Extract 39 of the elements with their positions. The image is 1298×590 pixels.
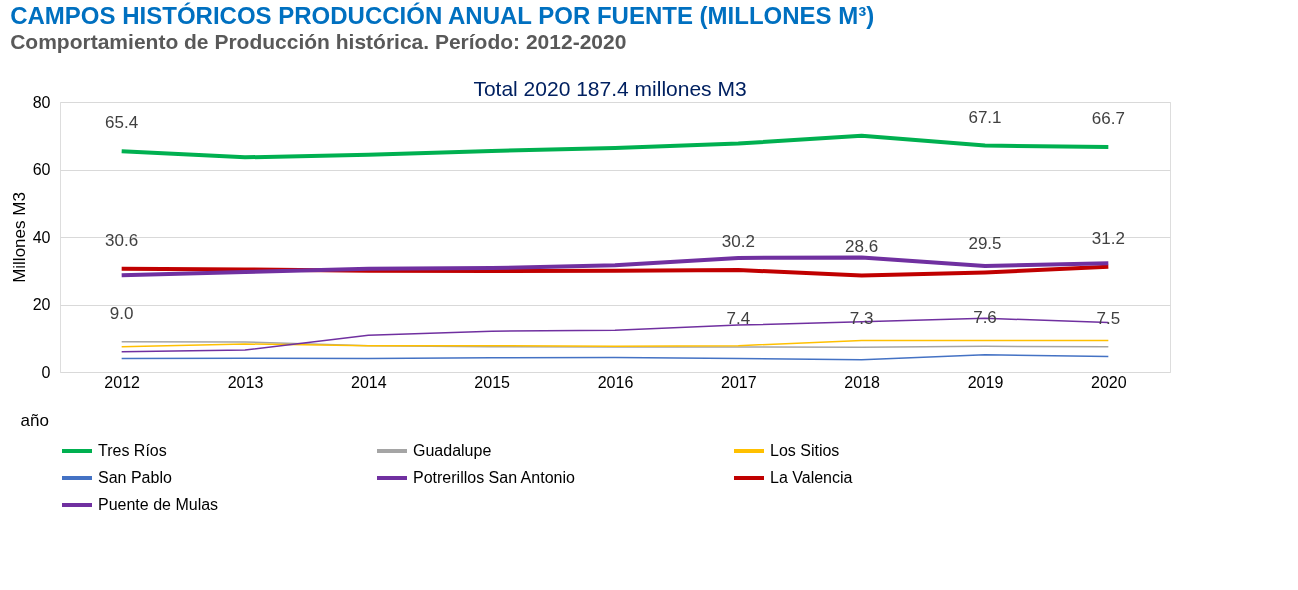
data-label: 28.6 — [845, 237, 879, 257]
x-tick-label: 2013 — [227, 373, 264, 391]
y-tick-label: 40 — [32, 228, 51, 246]
data-label: 9.0 — [109, 303, 134, 323]
data-label: 30.6 — [105, 230, 139, 250]
x-axis-title: año — [20, 410, 49, 430]
x-tick-label: 2017 — [721, 373, 757, 391]
x-tick-label: 2016 — [597, 373, 634, 391]
legend-label: Puente de Mulas — [98, 496, 219, 513]
data-label: 7.5 — [1096, 308, 1121, 328]
legend-label: Los Sitios — [770, 442, 840, 459]
legend-label: Tres Ríos — [98, 442, 167, 459]
data-label: 65.4 — [105, 113, 139, 133]
legend-label: Guadalupe — [413, 442, 492, 459]
y-tick-label: 20 — [32, 296, 51, 313]
chart-title: CAMPOS HISTÓRICOS PRODUCCIÓN ANUAL POR FUENTE (MILLONES M³) — [10, 2, 875, 29]
line-series — [119, 255, 1111, 278]
legend-label: La Valencia — [770, 469, 853, 486]
legend-label: San Pablo — [98, 469, 172, 486]
x-tick-label: 2020 — [1091, 373, 1127, 391]
data-label: 30.2 — [721, 232, 755, 252]
y-tick-label: 0 — [41, 363, 51, 381]
data-label: 67.1 — [968, 107, 1002, 127]
y-tick-label: 60 — [32, 161, 51, 178]
data-label: 29.5 — [968, 234, 1002, 254]
data-label: 66.7 — [1091, 108, 1125, 128]
x-tick-label: 2014 — [351, 373, 387, 391]
x-tick-label: 2018 — [844, 373, 881, 391]
y-axis-title: Millones M3 — [9, 192, 29, 283]
legend-label: Potrerillos San Antonio — [413, 469, 575, 486]
text: Total 2020 187.4 millones M3 — [473, 77, 747, 100]
chart-subtitle: Comportamiento de Producción histórica. Período: 2012-2020 — [10, 30, 627, 53]
data-label: 7.4 — [726, 309, 751, 329]
x-tick-label: 2015 — [474, 373, 511, 391]
x-tick-label: 2019 — [967, 373, 1004, 391]
data-label: 31.2 — [1091, 228, 1125, 248]
y-tick-label: 80 — [32, 93, 51, 111]
x-tick-label: 2012 — [104, 373, 141, 391]
line-series — [119, 133, 1111, 160]
